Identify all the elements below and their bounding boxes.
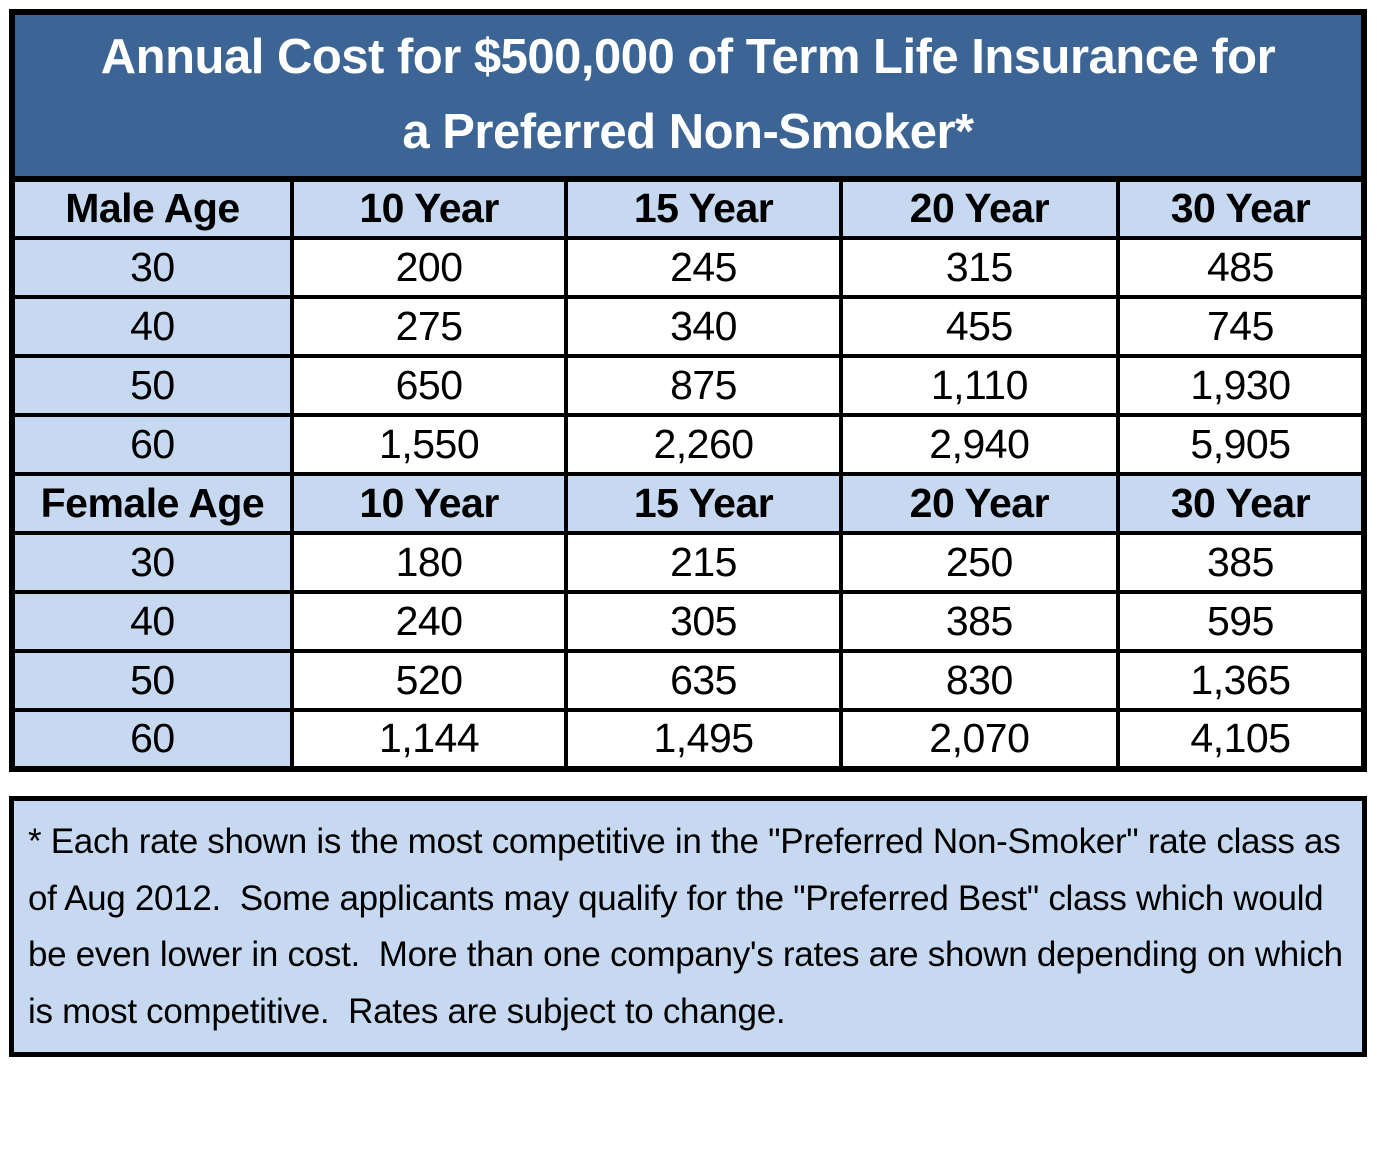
rate-cell: 520 [289,648,569,712]
rate-cell: 245 [564,235,843,299]
rate-cell: 1,144 [289,707,569,771]
rate-cell: 305 [564,589,843,653]
footnote: * Each rate shown is the most competitiv… [9,795,1367,1057]
female-header-row: Female Age 10 Year 15 Year 20 Year 30 Year [10,471,1367,535]
title-line-2: a Preferred Non-Smoker* [402,104,974,159]
term-column-header: 15 Year [564,176,843,240]
rate-cell: 340 [564,294,843,358]
age-column-header: Female Age [10,471,294,535]
table-title: Annual Cost for $500,000 of Term Life In… [9,9,1367,176]
rate-row: 60 1,144 1,495 2,070 4,105 [10,707,1367,771]
rate-cell: 2,260 [564,412,843,476]
rate-cell: 385 [838,589,1120,653]
rate-cell: 745 [1115,294,1367,358]
rate-cell: 595 [1115,589,1367,653]
rate-cell: 635 [564,648,843,712]
age-cell: 30 [10,530,294,594]
rate-cell: 1,550 [289,412,569,476]
rate-cell: 875 [564,353,843,417]
rate-row: 60 1,550 2,260 2,940 5,905 [10,412,1367,476]
rate-cell: 1,930 [1115,353,1367,417]
title-line-1: Annual Cost for $500,000 of Term Life In… [100,30,1276,84]
term-column-header: 10 Year [289,176,569,240]
age-cell: 60 [10,412,294,476]
age-cell: 30 [10,235,294,299]
age-column-header: Male Age [10,176,294,240]
rate-cell: 215 [564,530,843,594]
rate-cell: 180 [289,530,569,594]
rate-cell: 385 [1115,530,1367,594]
rate-cell: 830 [838,648,1120,712]
rate-cell: 240 [289,589,569,653]
rate-cell: 5,905 [1115,412,1367,476]
rate-cell: 2,070 [838,707,1120,771]
rate-cell: 455 [838,294,1120,358]
rate-row: 40 275 340 455 745 [10,294,1367,358]
term-column-header: 30 Year [1115,471,1367,535]
rate-cell: 650 [289,353,569,417]
rate-cell: 1,110 [838,353,1120,417]
age-cell: 50 [10,648,294,712]
term-column-header: 20 Year [838,471,1120,535]
rate-cell: 1,495 [564,707,843,771]
insurance-rate-card: Annual Cost for $500,000 of Term Life In… [9,9,1367,772]
rate-cell: 1,365 [1115,648,1367,712]
rate-row: 50 520 635 830 1,365 [10,648,1367,712]
male-header-row: Male Age 10 Year 15 Year 20 Year 30 Year [10,176,1367,240]
rate-row: 40 240 305 385 595 [10,589,1367,653]
rate-cell: 485 [1115,235,1367,299]
rate-row: 50 650 875 1,110 1,930 [10,353,1367,417]
rate-cell: 200 [289,235,569,299]
rate-cell: 250 [838,530,1120,594]
age-cell: 40 [10,294,294,358]
rate-table: Male Age 10 Year 15 Year 20 Year 30 Year 30 20… [9,175,1367,772]
age-cell: 60 [10,707,294,771]
rate-cell: 4,105 [1115,707,1367,771]
term-column-header: 30 Year [1115,176,1367,240]
age-cell: 50 [10,353,294,417]
term-column-header: 10 Year [289,471,569,535]
rate-row: 30 200 245 315 485 [10,235,1367,299]
rate-cell: 275 [289,294,569,358]
term-column-header: 20 Year [838,176,1120,240]
term-column-header: 15 Year [564,471,843,535]
rate-row: 30 180 215 250 385 [10,530,1367,594]
rate-table-body: Male Age 10 Year 15 Year 20 Year 30 Year 30 20… [10,176,1367,771]
rate-cell: 2,940 [838,412,1120,476]
age-cell: 40 [10,589,294,653]
rate-cell: 315 [838,235,1120,299]
